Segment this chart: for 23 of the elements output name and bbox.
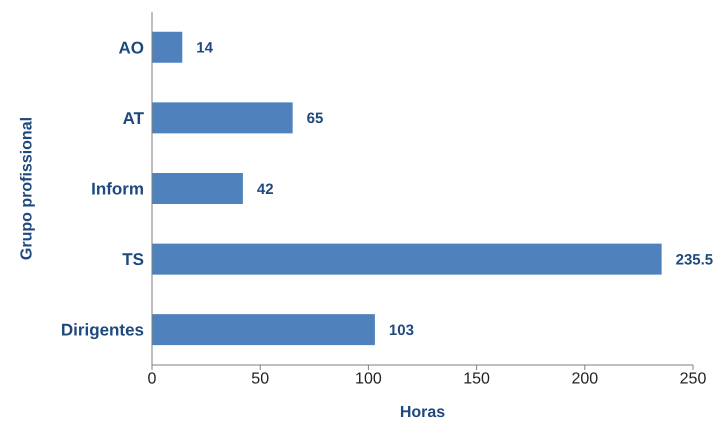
x-axis-title: Horas [400, 404, 446, 421]
data-label: 235.5 [676, 251, 714, 268]
bar [152, 32, 182, 63]
y-tick-label: TS [122, 250, 144, 270]
y-tick-label: AT [122, 108, 145, 128]
y-tick-label: AO [118, 38, 144, 58]
x-tick-label: 200 [571, 370, 598, 388]
x-tick-label: 100 [355, 370, 382, 388]
data-label: 65 [306, 110, 324, 128]
x-tick-label: 0 [148, 370, 157, 388]
bar [152, 102, 293, 134]
y-axis-title: Grupo profissional [18, 116, 36, 260]
y-tick-label: Inform [91, 180, 144, 199]
data-label: 14 [196, 40, 214, 57]
x-tick-label: 150 [463, 370, 490, 388]
bar [152, 244, 662, 275]
data-label: 103 [388, 322, 414, 339]
x-tick-label: 50 [251, 370, 270, 388]
bar [152, 172, 243, 204]
data-label: 42 [256, 180, 274, 198]
x-tick-label: 250 [680, 370, 706, 388]
bar [152, 314, 375, 346]
y-tick-label: Dirigentes [60, 320, 144, 340]
